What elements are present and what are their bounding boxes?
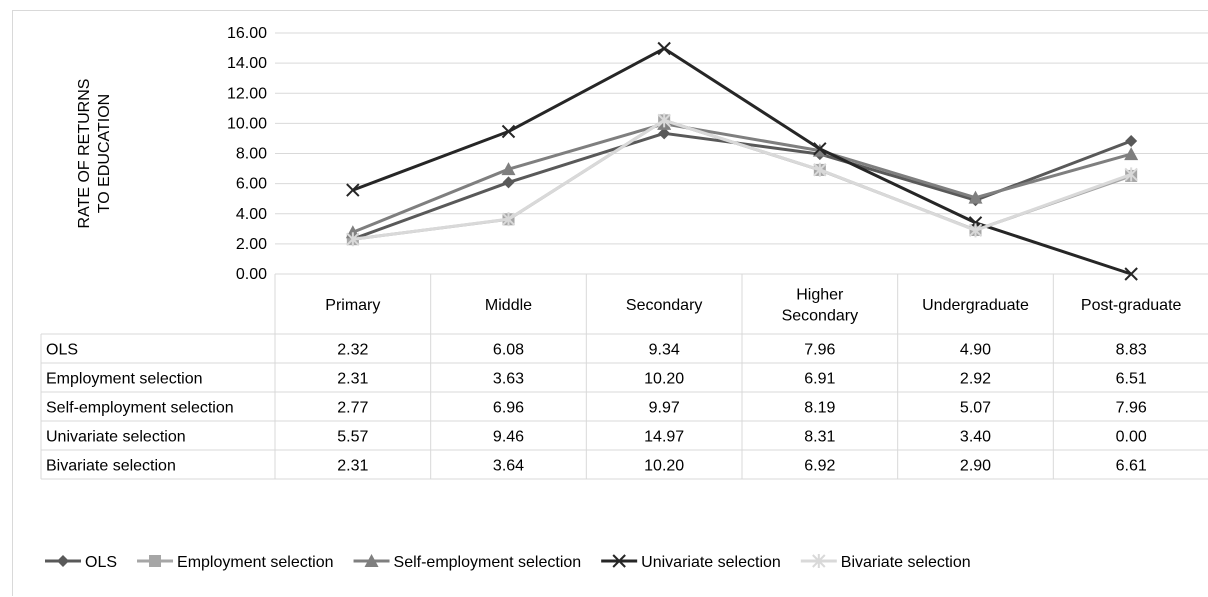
table-value-cell: 5.57	[337, 429, 368, 446]
category-label: Post-graduate	[1081, 297, 1182, 314]
y-tick-label: 8.00	[236, 146, 267, 163]
y-tick-label: 12.00	[227, 85, 267, 102]
legend-entry: Self-employment selection	[353, 554, 582, 571]
legend-marker	[612, 554, 626, 568]
legend-label: Univariate selection	[641, 554, 781, 571]
table-value-cell: 2.31	[337, 458, 368, 475]
table-value-cell: 6.96	[493, 400, 524, 417]
table-value-cell: 2.31	[337, 371, 368, 388]
legend-marker	[57, 555, 69, 567]
table-value-cell: 9.97	[649, 400, 680, 417]
series-point	[501, 162, 516, 176]
table-value-cell: 3.64	[493, 458, 524, 475]
table-value-cell: 8.83	[1116, 342, 1147, 359]
y-axis-title-line: RATE OF RETURNS	[76, 79, 93, 229]
series-point	[346, 232, 360, 247]
table-value-cell: 2.90	[960, 458, 991, 475]
table-value-cell: 6.08	[493, 342, 524, 359]
chart-frame: 0.00 2.00 4.00 6.00 8.00 10.00 12.00 14.00 16.00…	[12, 10, 1208, 596]
series-point	[657, 113, 671, 128]
legend-label: Self-employment selection	[394, 554, 582, 571]
series-point	[658, 127, 671, 140]
table-value-cell: 10.20	[644, 458, 684, 475]
series-point	[501, 212, 516, 227]
legend-marker	[149, 555, 162, 567]
legend-label: OLS	[85, 554, 117, 571]
legend-label: Bivariate selection	[841, 554, 971, 571]
legend-entry: Employment selection	[137, 554, 334, 571]
y-tick-label: 10.00	[227, 115, 267, 132]
series-point	[346, 183, 360, 197]
legend-entry: Bivariate selection	[800, 554, 971, 571]
table-value-cell: 7.96	[1116, 400, 1147, 417]
y-tick-label: 6.00	[236, 176, 267, 193]
returns-line-chart: 0.00 2.00 4.00 6.00 8.00 10.00 12.00 14.00 16.00…	[40, 25, 1208, 571]
series-point	[501, 124, 516, 139]
table-series-name: Self-employment selection	[46, 400, 234, 417]
y-tick-label: 2.00	[236, 236, 267, 253]
series-point	[1124, 167, 1138, 182]
table-value-cell: 6.91	[804, 371, 835, 388]
category-label: Secondary	[782, 308, 859, 325]
table-value-cell: 4.90	[960, 342, 991, 359]
series-point	[1124, 147, 1139, 161]
table-value-cell: 7.96	[804, 342, 835, 359]
y-tick-label: 0.00	[236, 266, 267, 283]
table-value-cell: 6.92	[804, 458, 835, 475]
table-value-cell: 14.97	[644, 429, 684, 446]
series-point	[813, 142, 827, 156]
y-tick-label: 14.00	[227, 55, 267, 72]
table-series-name: Bivariate selection	[46, 458, 176, 475]
series-line	[352, 122, 1132, 234]
legend-entry: Univariate selection	[601, 554, 781, 571]
series-point	[968, 190, 983, 204]
y-axis-title-line: TO EDUCATION	[96, 94, 113, 213]
table-value-cell: 0.00	[1116, 429, 1147, 446]
category-label: Higher	[796, 287, 844, 304]
series-line	[352, 118, 1132, 241]
table-value-cell: 8.31	[804, 429, 835, 446]
table-series-name: OLS	[46, 342, 78, 359]
y-axis-title: RATE OF RETURNS TO EDUCATION	[76, 79, 113, 229]
series-point	[657, 41, 671, 56]
table-value-cell: 6.61	[1116, 458, 1147, 475]
series-point	[813, 162, 827, 177]
series-point	[968, 223, 983, 238]
table-series-name: Univariate selection	[46, 429, 186, 446]
series-point	[1125, 134, 1138, 147]
table-value-cell: 8.19	[804, 400, 835, 417]
series-line	[352, 47, 1132, 276]
table-value-cell: 10.20	[644, 371, 684, 388]
series-point	[1124, 267, 1138, 281]
table-value-cell: 3.40	[960, 429, 991, 446]
legend-label: Employment selection	[177, 554, 334, 571]
y-tick-label: 16.00	[227, 25, 267, 42]
table-value-cell: 6.51	[1116, 371, 1147, 388]
table-value-cell: 2.32	[337, 342, 368, 359]
table-value-cell: 3.63	[493, 371, 524, 388]
table-value-cell: 2.92	[960, 371, 991, 388]
table-value-cell: 5.07	[960, 400, 991, 417]
legend-marker	[812, 554, 826, 568]
category-label: Primary	[325, 297, 380, 314]
table-value-cell: 2.77	[337, 400, 368, 417]
category-label: Secondary	[626, 297, 703, 314]
series-point	[502, 176, 515, 189]
category-label: Middle	[485, 297, 532, 314]
table-value-cell: 9.34	[649, 342, 680, 359]
category-label: Undergraduate	[922, 297, 1029, 314]
y-tick-label: 4.00	[236, 206, 267, 223]
legend-entry: OLS	[45, 554, 117, 571]
table-series-name: Employment selection	[46, 371, 203, 388]
legend-marker	[364, 554, 379, 567]
table-value-cell: 9.46	[493, 429, 524, 446]
